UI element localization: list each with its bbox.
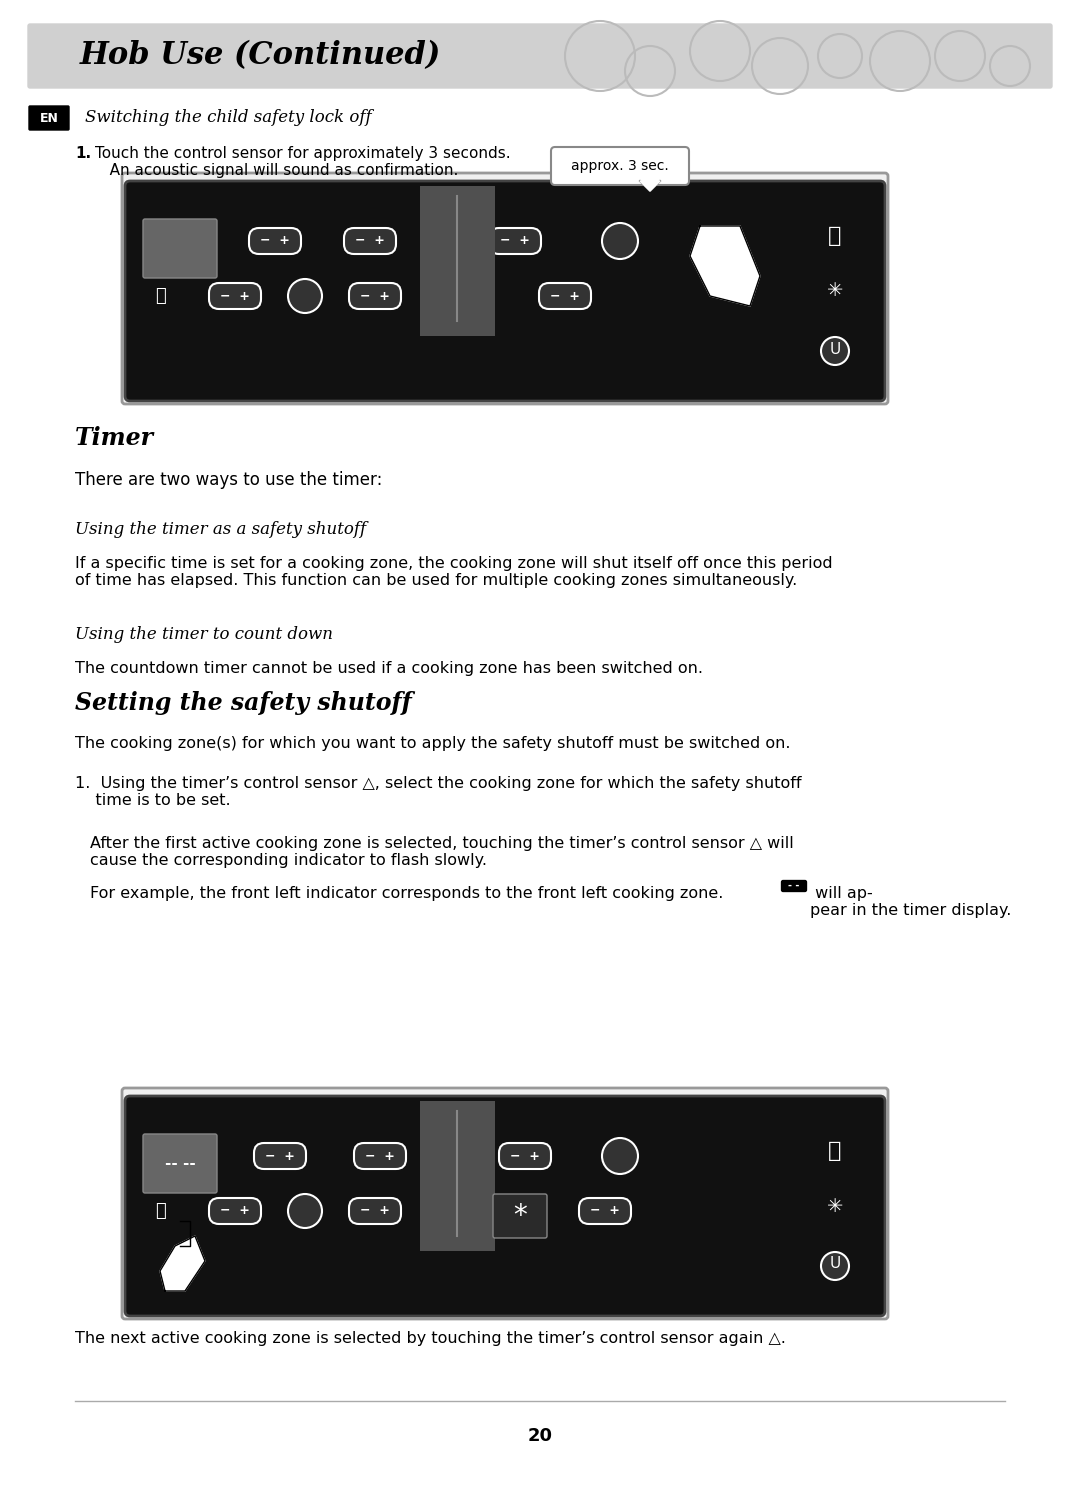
- FancyBboxPatch shape: [539, 282, 591, 309]
- Circle shape: [821, 337, 849, 366]
- Polygon shape: [690, 226, 760, 306]
- Text: EN: EN: [40, 111, 58, 125]
- FancyBboxPatch shape: [354, 1143, 406, 1169]
- Text: Setting the safety shutoff: Setting the safety shutoff: [75, 691, 411, 715]
- FancyBboxPatch shape: [420, 1101, 495, 1251]
- Circle shape: [602, 223, 638, 259]
- Text: Switching the child safety lock off: Switching the child safety lock off: [85, 110, 372, 126]
- Text: ✳: ✳: [827, 1196, 843, 1216]
- Text: approx. 3 sec.: approx. 3 sec.: [571, 159, 669, 172]
- Text: −  +: − +: [360, 1205, 390, 1217]
- Text: *: *: [513, 1202, 527, 1230]
- Text: 1.  Using the timer’s control sensor △, select the cooking zone for which the sa: 1. Using the timer’s control sensor △, s…: [75, 776, 801, 808]
- FancyBboxPatch shape: [492, 1193, 546, 1238]
- FancyBboxPatch shape: [254, 1143, 306, 1169]
- Text: −  +: − +: [550, 290, 580, 303]
- Text: U: U: [829, 342, 840, 357]
- Text: −  +: − +: [265, 1150, 295, 1162]
- FancyBboxPatch shape: [551, 147, 689, 184]
- FancyBboxPatch shape: [122, 172, 888, 404]
- Circle shape: [288, 279, 322, 314]
- FancyBboxPatch shape: [489, 227, 541, 254]
- Text: −  +: − +: [260, 235, 289, 248]
- Text: 🔔: 🔔: [154, 287, 165, 305]
- Text: Touch the control sensor for approximately 3 seconds.
   An acoustic signal will: Touch the control sensor for approximate…: [95, 146, 511, 178]
- FancyBboxPatch shape: [579, 1198, 631, 1224]
- Text: will ap-
pear in the timer display.: will ap- pear in the timer display.: [810, 886, 1011, 918]
- Text: −  +: − +: [510, 1150, 540, 1162]
- Text: 1.: 1.: [75, 146, 91, 160]
- Text: After the first active cooking zone is selected, touching the timer’s control se: After the first active cooking zone is s…: [90, 837, 794, 868]
- Text: -- --: -- --: [164, 1156, 195, 1171]
- Text: If a specific time is set for a cooking zone, the cooking zone will shut itself : If a specific time is set for a cooking …: [75, 556, 833, 588]
- Text: 🔒: 🔒: [828, 1141, 841, 1161]
- Text: Hob Use (Continued): Hob Use (Continued): [80, 40, 442, 71]
- Circle shape: [602, 1138, 638, 1174]
- Text: −  +: − +: [355, 235, 384, 248]
- Text: The next active cooking zone is selected by touching the timer’s control sensor : The next active cooking zone is selected…: [75, 1331, 786, 1346]
- FancyBboxPatch shape: [249, 227, 301, 254]
- Text: Timer: Timer: [75, 426, 154, 450]
- Text: −  +: − +: [590, 1205, 620, 1217]
- Text: −  +: − +: [220, 1205, 249, 1217]
- FancyBboxPatch shape: [125, 1097, 885, 1317]
- Text: Using the timer to count down: Using the timer to count down: [75, 626, 333, 643]
- FancyBboxPatch shape: [125, 181, 885, 401]
- FancyBboxPatch shape: [210, 282, 261, 309]
- Circle shape: [821, 1253, 849, 1279]
- FancyBboxPatch shape: [499, 1143, 551, 1169]
- FancyBboxPatch shape: [349, 282, 401, 309]
- Circle shape: [288, 1193, 322, 1227]
- Polygon shape: [160, 1236, 205, 1291]
- Text: There are two ways to use the timer:: There are two ways to use the timer:: [75, 471, 382, 489]
- FancyBboxPatch shape: [143, 218, 217, 278]
- Text: −  +: − +: [360, 290, 390, 303]
- FancyBboxPatch shape: [143, 1134, 217, 1193]
- Text: - -: - -: [788, 881, 799, 892]
- Text: U: U: [829, 1257, 840, 1272]
- FancyBboxPatch shape: [420, 186, 495, 336]
- Text: −  +: − +: [220, 290, 249, 303]
- Text: For example, the front left indicator corresponds to the front left cooking zone: For example, the front left indicator co…: [90, 886, 724, 901]
- FancyBboxPatch shape: [29, 106, 69, 129]
- FancyBboxPatch shape: [122, 1088, 888, 1320]
- Text: The cooking zone(s) for which you want to apply the safety shutoff must be switc: The cooking zone(s) for which you want t…: [75, 736, 791, 750]
- FancyBboxPatch shape: [349, 1198, 401, 1224]
- FancyBboxPatch shape: [28, 24, 1052, 88]
- Text: −  +: − +: [365, 1150, 395, 1162]
- FancyBboxPatch shape: [210, 1198, 261, 1224]
- Text: ✳: ✳: [827, 281, 843, 300]
- Polygon shape: [640, 181, 660, 192]
- Text: 🔔: 🔔: [154, 1202, 165, 1220]
- Text: Using the timer as a safety shutoff: Using the timer as a safety shutoff: [75, 522, 366, 538]
- Text: −  +: − +: [500, 235, 530, 248]
- Text: The countdown timer cannot be used if a cooking zone has been switched on.: The countdown timer cannot be used if a …: [75, 661, 703, 676]
- Text: 🔒: 🔒: [828, 226, 841, 247]
- Text: 20: 20: [527, 1427, 553, 1444]
- FancyBboxPatch shape: [345, 227, 396, 254]
- FancyBboxPatch shape: [780, 880, 808, 893]
